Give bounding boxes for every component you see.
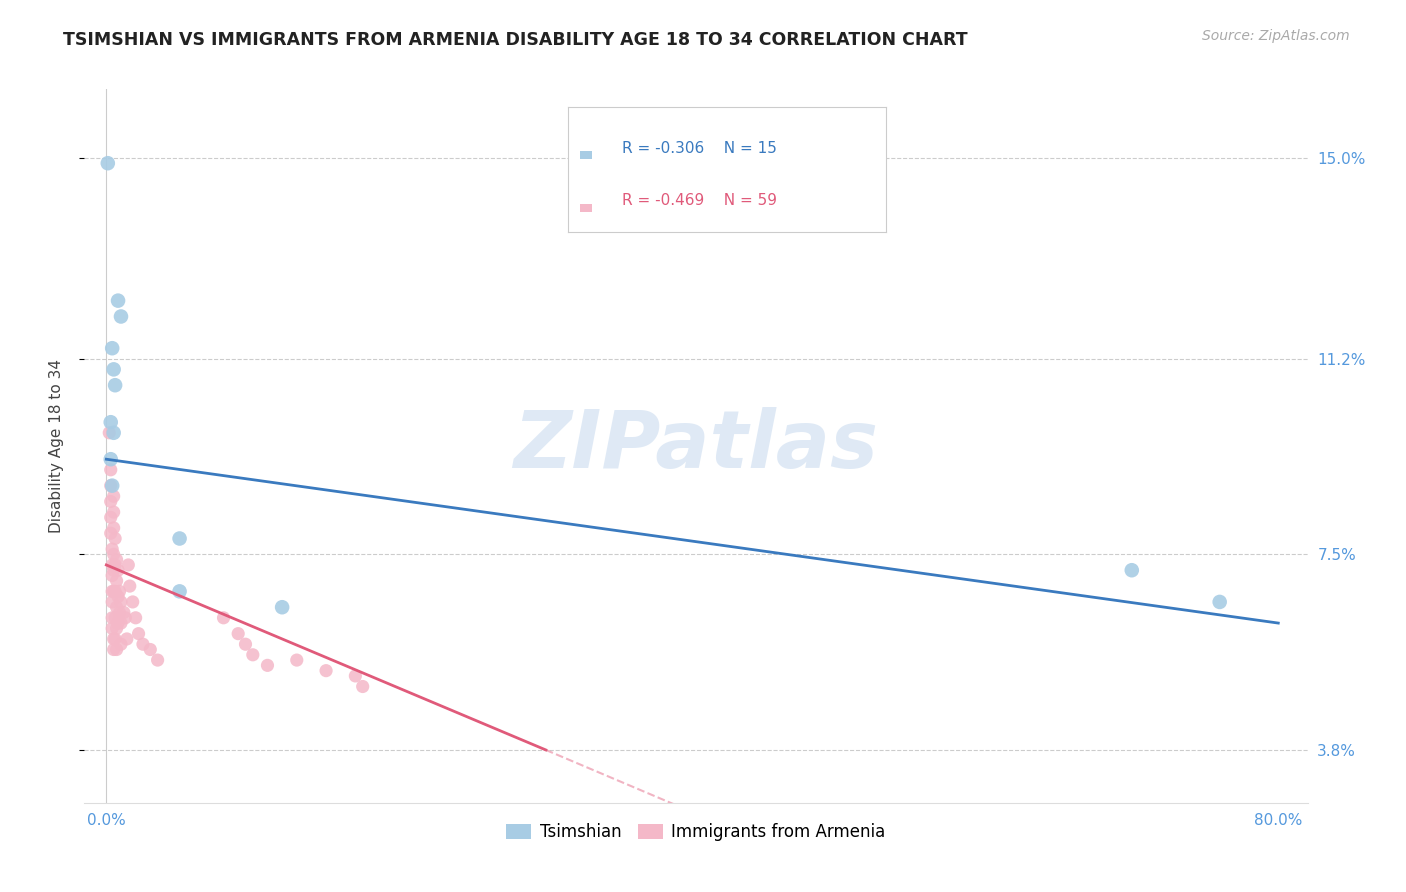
Point bbox=[101, 611, 124, 625]
Point bbox=[104, 378, 127, 392]
Text: TSIMSHIAN VS IMMIGRANTS FROM ARMENIA DISABILITY AGE 18 TO 34 CORRELATION CHART: TSIMSHIAN VS IMMIGRANTS FROM ARMENIA DIS… bbox=[63, 31, 967, 49]
Point bbox=[128, 626, 150, 640]
Point bbox=[98, 425, 121, 440]
Point bbox=[121, 595, 143, 609]
Point bbox=[285, 653, 308, 667]
Point bbox=[103, 642, 125, 657]
Point bbox=[100, 452, 122, 467]
Point bbox=[105, 621, 128, 635]
Point bbox=[100, 478, 122, 492]
Text: Source: ZipAtlas.com: Source: ZipAtlas.com bbox=[1202, 29, 1350, 43]
Point bbox=[124, 611, 146, 625]
Point bbox=[103, 489, 125, 503]
Point bbox=[146, 653, 169, 667]
Text: ZIPatlas: ZIPatlas bbox=[513, 407, 879, 485]
Point bbox=[108, 584, 131, 599]
Point bbox=[139, 642, 162, 657]
Point bbox=[104, 632, 127, 646]
Point bbox=[103, 521, 125, 535]
Point bbox=[235, 637, 257, 651]
Point bbox=[108, 606, 131, 620]
Point bbox=[112, 606, 135, 620]
Point bbox=[103, 632, 125, 646]
Point bbox=[315, 664, 337, 678]
Point bbox=[105, 642, 128, 657]
Point bbox=[101, 595, 124, 609]
Point bbox=[97, 156, 120, 170]
Point bbox=[110, 595, 132, 609]
Point bbox=[104, 558, 127, 572]
Point bbox=[100, 494, 122, 508]
Point bbox=[103, 362, 125, 376]
Y-axis label: Disability Age 18 to 34: Disability Age 18 to 34 bbox=[49, 359, 63, 533]
Point bbox=[256, 658, 278, 673]
Point bbox=[226, 626, 249, 640]
Point bbox=[107, 563, 129, 577]
Point bbox=[101, 558, 124, 572]
Point bbox=[101, 341, 124, 355]
Point bbox=[103, 584, 125, 599]
Point bbox=[132, 637, 155, 651]
Point bbox=[101, 542, 124, 557]
Point bbox=[212, 611, 235, 625]
Point bbox=[344, 669, 367, 683]
Point bbox=[104, 611, 127, 625]
Point bbox=[105, 552, 128, 566]
Point bbox=[271, 600, 294, 615]
Point bbox=[107, 590, 129, 604]
Point bbox=[105, 574, 128, 588]
Point bbox=[103, 425, 125, 440]
Point bbox=[100, 415, 122, 429]
Point bbox=[169, 584, 191, 599]
Point bbox=[103, 563, 125, 577]
Point bbox=[118, 579, 141, 593]
Point bbox=[105, 600, 128, 615]
Point bbox=[103, 505, 125, 519]
Point bbox=[100, 526, 122, 541]
Point bbox=[1208, 595, 1230, 609]
Point bbox=[100, 510, 122, 524]
Point bbox=[1121, 563, 1143, 577]
Point bbox=[117, 558, 139, 572]
Point bbox=[101, 584, 124, 599]
Point bbox=[101, 621, 124, 635]
Point bbox=[114, 611, 136, 625]
Point bbox=[110, 637, 132, 651]
Point bbox=[242, 648, 264, 662]
Point bbox=[352, 680, 374, 694]
Point bbox=[104, 584, 127, 599]
Legend: Tsimshian, Immigrants from Armenia: Tsimshian, Immigrants from Armenia bbox=[499, 817, 893, 848]
Point bbox=[103, 547, 125, 561]
Point bbox=[107, 616, 129, 631]
Point bbox=[101, 568, 124, 582]
Point bbox=[101, 478, 124, 492]
Point bbox=[115, 632, 138, 646]
Point bbox=[100, 463, 122, 477]
Point bbox=[110, 616, 132, 631]
Point bbox=[169, 532, 191, 546]
Point bbox=[104, 532, 127, 546]
Point bbox=[107, 293, 129, 308]
Point bbox=[110, 310, 132, 324]
